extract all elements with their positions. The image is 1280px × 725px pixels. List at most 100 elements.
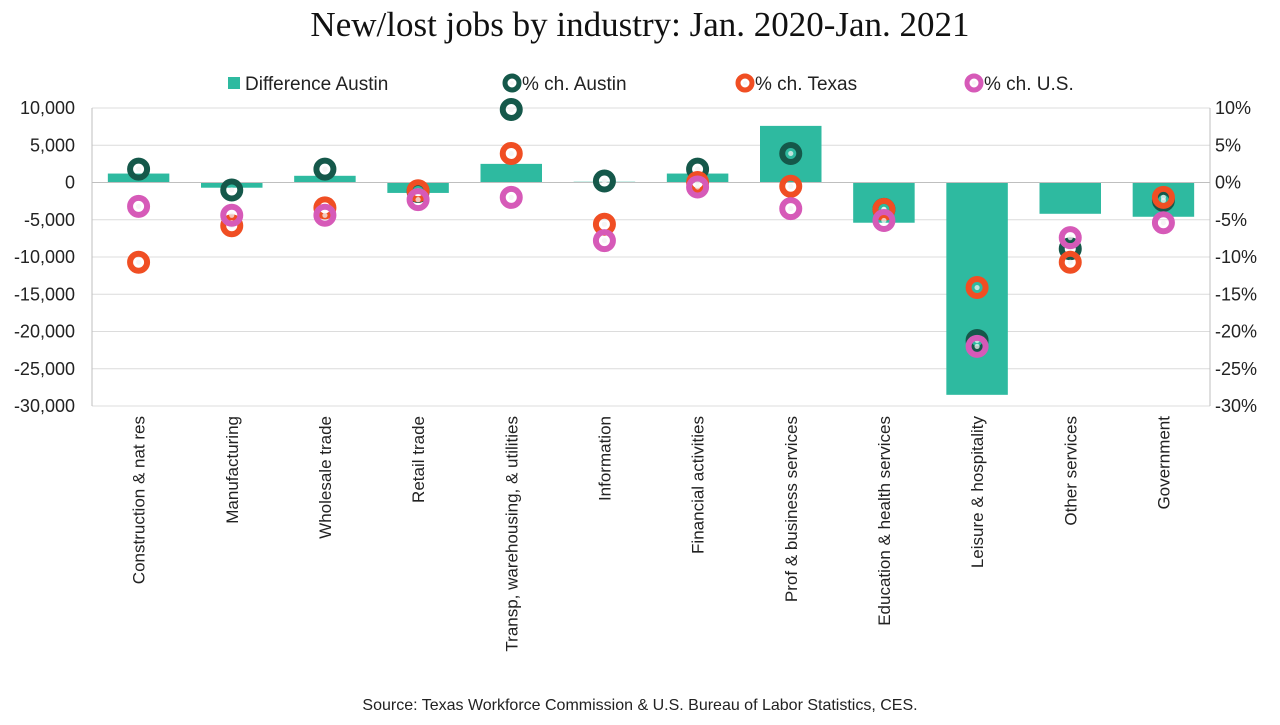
data-point [1151,211,1175,235]
data-point-center [508,194,514,200]
right-axis-ticks: 10% 5% 0% -5% -10% -15% -20% -25% -30% [1215,98,1257,416]
left-tick-label: -20,000 [14,322,75,342]
data-point-center [1160,220,1167,226]
legend-label: Difference Austin [245,74,388,95]
data-point-center [974,284,980,291]
right-tick-label: -10% [1215,247,1257,267]
legend: Difference Austin % ch. Austin % ch. Texas… [228,73,1074,95]
bar [201,182,263,188]
data-point-center [135,259,142,265]
left-tick-label: -30,000 [14,396,75,416]
data-point-center [788,183,794,189]
right-tick-label: 10% [1215,98,1251,118]
data-point-center [1067,259,1073,265]
right-tick-label: 0% [1215,173,1241,193]
data-point-center [974,343,980,349]
legend-marker [735,73,755,93]
category-label: Leisure & hospitality [968,416,987,569]
data-point [592,229,616,253]
point-series-group [127,141,1175,300]
gridlines [92,107,1210,407]
category-label: Other services [1061,416,1080,526]
data-point [779,174,803,198]
data-point [965,276,989,300]
data-point-center [415,197,421,203]
data-point-center [601,238,608,244]
bar [480,163,542,183]
data-point [872,197,896,221]
right-tick-label: -5% [1215,210,1247,230]
data-point-center [788,205,794,212]
data-point [499,141,523,165]
left-tick-label: 0 [65,173,75,193]
data-point-center [1160,194,1167,200]
category-label: Wholesale trade [316,416,335,539]
left-tick-label: -10,000 [14,247,75,267]
data-point-center [135,203,142,209]
data-point [592,169,616,193]
data-point-center [694,184,701,190]
category-label: Manufacturing [223,416,242,524]
legend-item: Difference Austin [228,74,388,95]
data-point [499,185,523,209]
category-labels: Construction & nat res Manufacturing Whole… [130,416,1174,652]
data-point-center [601,178,608,184]
data-point [406,188,430,212]
data-point-center [508,106,514,113]
data-point-center [1067,235,1073,241]
data-point-center [322,166,328,172]
data-point [220,178,244,202]
left-tick-label: -25,000 [14,359,75,379]
point-series-group [127,97,1175,352]
data-point-center [788,150,794,157]
legend-marker-center [510,81,514,85]
data-point-center [135,166,142,172]
axes [91,108,1211,406]
data-point [220,203,244,227]
legend-marker [502,73,522,93]
data-point [1058,250,1082,274]
legend-label: % ch. Austin [522,74,627,95]
category-label: Financial activities [689,416,708,554]
data-point-center [601,221,608,227]
data-point [965,334,989,358]
legend-label: % ch. U.S. [984,74,1074,95]
category-label: Retail trade [409,416,428,503]
data-point-center [229,187,235,193]
left-axis-ticks: 10,000 5,000 0 -5,000 -10,000 -15,000 -20,000 -… [14,98,75,416]
data-point [1058,237,1082,261]
point-series-group [127,175,1175,358]
data-point-center [881,217,887,224]
category-label: Information [595,416,614,501]
data-point [779,141,803,165]
right-tick-label: -25% [1215,359,1257,379]
data-point [872,208,896,232]
category-label: Education & health services [875,416,894,626]
right-tick-label: -30% [1215,396,1257,416]
left-tick-label: 5,000 [30,135,75,155]
data-point [127,157,151,181]
point-series [127,97,1175,358]
data-point [499,97,523,121]
legend-label: % ch. Texas [755,74,857,95]
chart-title: New/lost jobs by industry: Jan. 2020-Jan… [310,5,969,44]
right-tick-label: -20% [1215,322,1257,342]
bar [1039,182,1101,214]
bar-series [107,125,1195,395]
data-point [127,250,151,274]
category-label: Prof & business services [782,416,801,602]
data-point-center [322,212,328,218]
right-tick-label: 5% [1215,135,1241,155]
legend-marker-center [743,81,747,85]
data-point-center [229,212,235,218]
data-point [686,175,710,199]
category-label: Government [1154,416,1173,510]
data-point [1058,226,1082,250]
data-point [779,197,803,221]
data-point [1151,185,1175,209]
data-point-center [694,166,701,172]
left-tick-label: 10,000 [20,98,75,118]
legend-item: % ch. U.S. [964,73,1074,95]
